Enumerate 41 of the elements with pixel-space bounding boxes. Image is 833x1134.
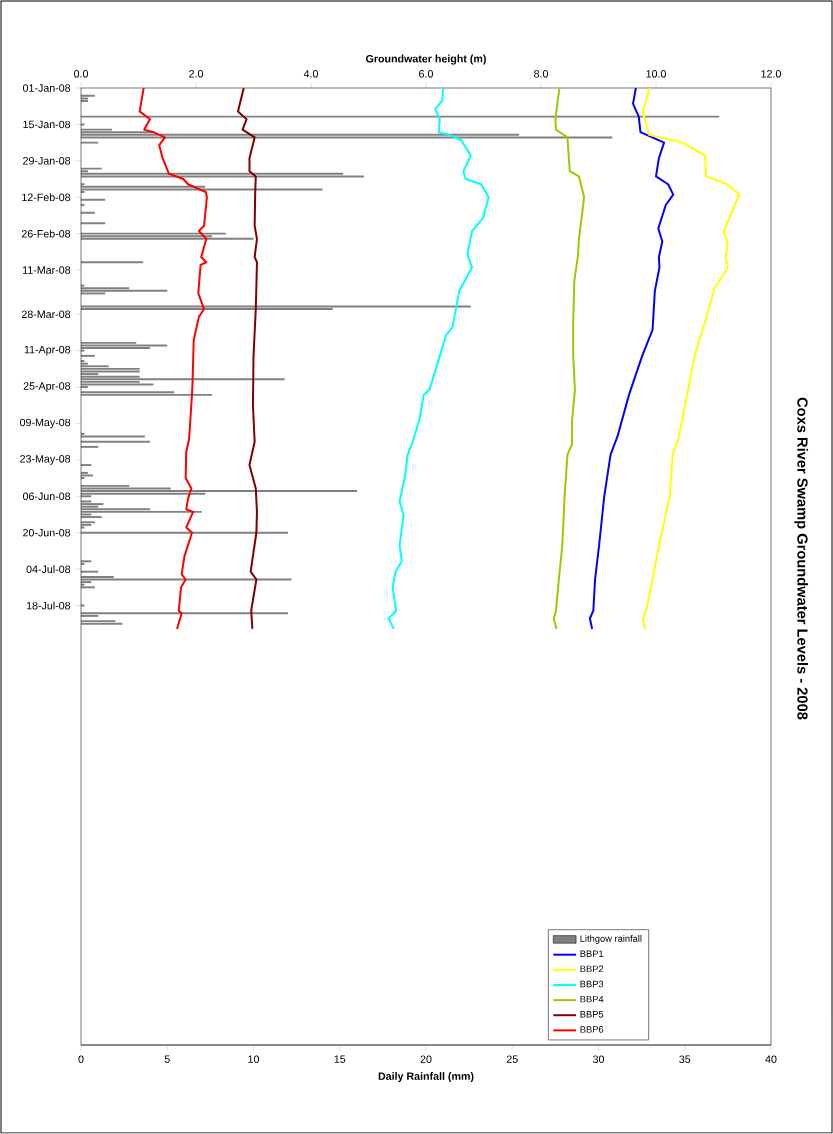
text: Coxs River Swamp Groundwater Levels - 2008 bbox=[794, 397, 809, 720]
legend-label: BBP4 bbox=[580, 995, 604, 1003]
x2-tick-label: 10.0 bbox=[646, 70, 666, 78]
y-tick-label: 23-May-08 bbox=[20, 455, 71, 465]
x-tick-label: 15 bbox=[334, 1055, 346, 1063]
y-tick-label: 11-Mar-08 bbox=[23, 266, 71, 274]
x-tick-label: 35 bbox=[679, 1055, 691, 1063]
x-tick-label: 25 bbox=[506, 1055, 518, 1063]
y-tick-label: 01-Jan-08 bbox=[22, 84, 71, 92]
y-tick-label: 09-May-08 bbox=[20, 418, 71, 429]
y-tick-label: 12-Feb-08 bbox=[22, 193, 71, 202]
legend-label: BBP3 bbox=[580, 980, 604, 988]
y-tick-label: 18-Jul-08 bbox=[26, 601, 71, 610]
legend-label: BBP5 bbox=[580, 1011, 604, 1018]
x-tick-label: 10 bbox=[248, 1055, 260, 1063]
x-tick-label: 20 bbox=[420, 1055, 432, 1063]
y-tick-label: 29-Jan-08 bbox=[23, 157, 71, 165]
legend-label: Lithgow rainfall bbox=[580, 935, 642, 944]
legend-label: BBP1 bbox=[580, 950, 604, 957]
x-tick-label: 0 bbox=[78, 1055, 84, 1063]
y-tick-label: 15-Jan-08 bbox=[23, 120, 71, 129]
legend-label: BBP6 bbox=[580, 1026, 604, 1033]
x-tick-label: 40 bbox=[765, 1055, 777, 1063]
x-tick-label: 30 bbox=[592, 1055, 605, 1063]
y-tick-label: 25-Apr-08 bbox=[23, 382, 71, 392]
y-tick-label: 04-Jul-08 bbox=[26, 565, 71, 574]
y-tick-label: 06-Jun-08 bbox=[22, 492, 71, 501]
x2-tick-label: 0.0 bbox=[74, 70, 88, 78]
y-tick-label: 26-Feb-08 bbox=[21, 229, 71, 238]
x-tick-label: 5 bbox=[164, 1055, 170, 1063]
x-axis-title: Daily Rainfall (mm) bbox=[378, 1072, 474, 1083]
x2-tick-label: 8.0 bbox=[534, 70, 549, 78]
x2-tick-label: 12.0 bbox=[761, 70, 781, 78]
x2-tick-label: 6.0 bbox=[419, 70, 433, 78]
legend-label: BBP2 bbox=[580, 965, 604, 973]
x2-axis-title: Groundwater height (m) bbox=[366, 54, 486, 65]
x2-tick-label: 4.0 bbox=[303, 70, 318, 78]
y-tick-label: 28-Mar-08 bbox=[21, 310, 71, 319]
x2-tick-label: 2.0 bbox=[189, 70, 203, 78]
y-tick-label: 20-Jun-08 bbox=[23, 528, 71, 537]
y-tick-label: 11-Apr-08 bbox=[24, 345, 71, 356]
